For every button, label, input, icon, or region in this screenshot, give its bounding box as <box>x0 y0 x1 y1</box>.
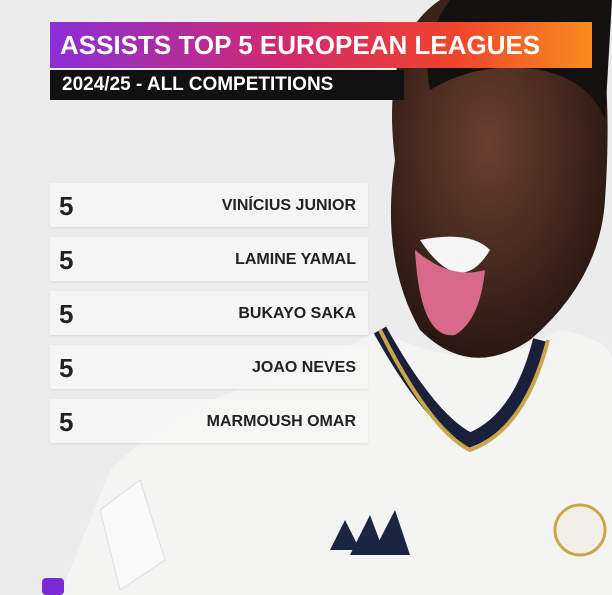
ranking-row: 5 VINÍCIUS JUNIOR <box>50 183 368 227</box>
player-name: JOAO NEVES <box>251 359 356 376</box>
player-name: VINÍCIUS JUNIOR <box>221 197 356 214</box>
ranking-list: 5 VINÍCIUS JUNIOR 5 LAMINE YAMAL 5 BUKAYO SAK… <box>50 183 368 453</box>
assist-count: 5 <box>59 245 74 275</box>
title: ASSISTS TOP 5 EUROPEAN LEAGUES <box>50 22 592 68</box>
ranking-row: 5 BUKAYO SAKA <box>50 291 368 335</box>
ranking-row: 5 JOAO NEVES <box>50 345 368 389</box>
assist-count: 5 <box>59 191 74 221</box>
player-name: LAMINE YAMAL <box>235 251 356 268</box>
player-name: BUKAYO SAKA <box>238 305 356 322</box>
player-name: MARMOUSH OMAR <box>206 413 356 430</box>
assist-count: 5 <box>59 407 74 437</box>
ranking-row: 5 LAMINE YAMAL <box>50 237 368 281</box>
assist-count: 5 <box>59 299 74 329</box>
subtitle: 2024/25 - ALL COMPETITIONS <box>50 70 404 100</box>
ranking-row: 5 MARMOUSH OMAR <box>50 399 368 443</box>
assist-count: 5 <box>59 353 74 383</box>
